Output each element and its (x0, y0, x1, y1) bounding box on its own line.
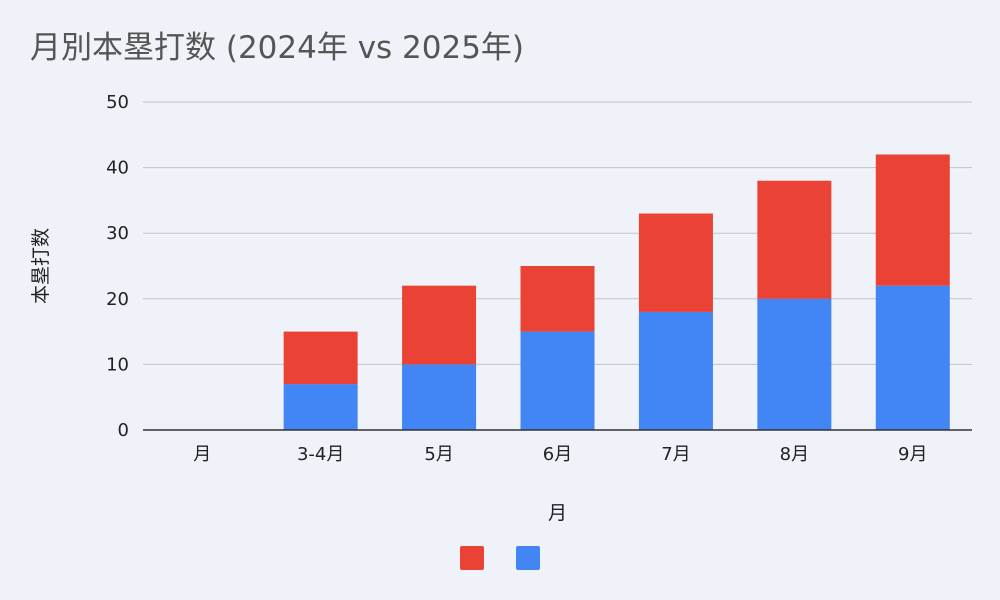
y-tick-label: 50 (106, 92, 129, 113)
legend-swatch-series-1 (516, 546, 540, 570)
y-tick-label: 0 (118, 420, 129, 441)
bar-series-1 (875, 285, 950, 430)
x-tick-label: 9月 (898, 444, 927, 465)
x-tick-label: 月 (193, 444, 211, 465)
x-axis-ticks: 月 3-4月 5月 6月 7月 8月 9月 (193, 444, 927, 465)
bar-series-1 (757, 298, 832, 430)
x-tick-label: 5月 (424, 444, 453, 465)
bar-series-2 (638, 213, 713, 312)
y-axis-title: 本塁打数 (30, 228, 52, 304)
bar-series-1 (283, 384, 358, 430)
bar-series-2 (283, 331, 358, 385)
legend-swatch-series-2 (460, 546, 484, 570)
bar-series-1 (402, 364, 477, 430)
bar-series-2 (875, 154, 950, 286)
y-tick-label: 30 (106, 223, 129, 244)
chart-title: 月別本塁打数 (2024年 vs 2025年) (30, 30, 525, 66)
bar-series-1 (638, 311, 713, 430)
y-axis-ticks: 0 10 20 30 40 50 (106, 92, 129, 441)
y-tick-label: 20 (106, 289, 129, 310)
y-tick-label: 40 (106, 158, 129, 179)
bars (283, 154, 950, 430)
bar-series-2 (757, 180, 832, 299)
x-tick-label: 8月 (780, 444, 809, 465)
y-tick-label: 10 (106, 354, 129, 375)
bar-series-2 (402, 285, 477, 365)
x-tick-label: 3-4月 (297, 444, 344, 465)
x-axis-title: 月 (548, 502, 567, 524)
bar-series-2 (520, 266, 595, 332)
x-tick-label: 6月 (543, 444, 572, 465)
legend (460, 546, 540, 570)
bar-series-1 (520, 331, 595, 430)
x-tick-label: 7月 (661, 444, 690, 465)
